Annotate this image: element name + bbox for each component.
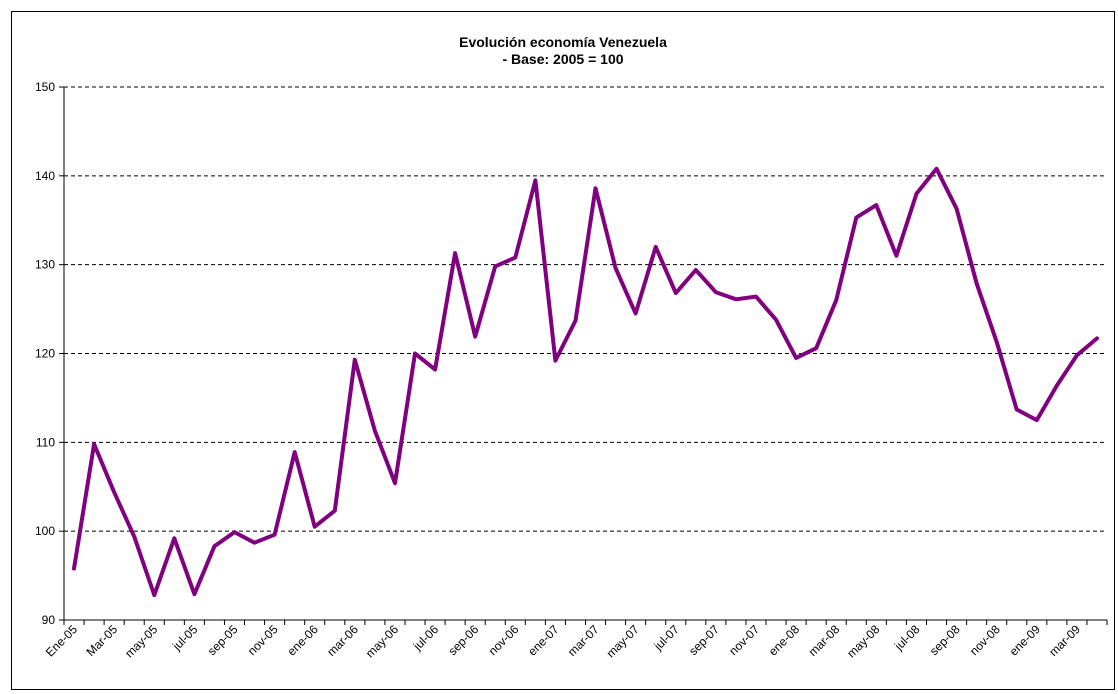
data-point	[694, 268, 698, 272]
x-tick-label: nov-06	[486, 622, 522, 658]
x-tick-label: ene-08	[766, 622, 803, 659]
data-point	[874, 203, 878, 207]
chart-title: Evolución economía Venezuela - Base: 200…	[459, 34, 667, 67]
data-point	[152, 593, 156, 597]
gridlines	[64, 86, 1107, 532]
data-point	[654, 245, 658, 249]
data-point	[674, 291, 678, 295]
x-tick-label: ene-06	[285, 622, 322, 659]
series-layer	[72, 166, 1099, 598]
data-point	[493, 264, 497, 268]
data-point	[92, 442, 96, 446]
x-tick-label: nov-07	[726, 622, 762, 658]
y-tick-label: 140	[35, 169, 55, 183]
x-tick-label: Ene-05	[43, 622, 80, 659]
data-point	[794, 356, 798, 360]
data-point	[614, 266, 618, 270]
x-tick-label: may-07	[604, 622, 642, 660]
data-point	[634, 312, 638, 315]
data-point	[192, 592, 196, 596]
y-tick-label: 130	[35, 258, 55, 272]
data-point	[915, 192, 918, 196]
data-point	[975, 281, 979, 285]
x-tick-label: sep-05	[205, 622, 241, 658]
data-point	[473, 335, 477, 339]
data-point	[172, 536, 176, 540]
axes	[59, 86, 1108, 625]
x-tick-label: jul-05	[169, 622, 201, 654]
y-tick-label: 110	[36, 435, 55, 449]
x-tick-label: may-05	[122, 622, 160, 660]
chart-frame	[11, 11, 1115, 690]
data-point	[253, 541, 256, 545]
x-tick-label: jul-07	[651, 622, 683, 654]
data-point	[112, 490, 116, 494]
data-point	[353, 358, 357, 362]
data-point	[132, 535, 136, 538]
x-tick-label: ene-07	[525, 622, 562, 659]
y-tick-label: 100	[35, 524, 55, 538]
data-point	[72, 567, 76, 570]
data-point	[1015, 408, 1019, 411]
data-point	[293, 450, 297, 454]
data-point	[1035, 418, 1039, 422]
x-tick-label: sep-06	[445, 622, 481, 658]
data-point	[553, 359, 557, 363]
x-tick-label: jul-06	[410, 622, 442, 654]
data-point	[1055, 384, 1059, 387]
x-tick-label: jul-08	[891, 622, 923, 654]
data-point	[333, 509, 337, 513]
x-tick-labels: Ene-05 Mar-05 may-05 jul-05 sep-05 nov-05 ene-…	[43, 622, 1083, 660]
x-tick-label: may-06	[363, 622, 401, 660]
data-point	[754, 295, 758, 299]
data-point	[233, 530, 236, 534]
data-point	[834, 298, 838, 302]
data-point	[433, 368, 437, 371]
y-tick-label: 90	[42, 613, 56, 627]
data-point	[714, 290, 718, 294]
data-point	[1075, 353, 1079, 357]
data-point	[453, 251, 457, 255]
data-point	[955, 207, 959, 211]
x-tick-label: ene-09	[1007, 622, 1044, 659]
x-tick-label: mar-06	[324, 622, 361, 659]
data-point	[854, 216, 858, 220]
x-tick-label: nov-08	[967, 622, 1003, 658]
data-point	[533, 178, 537, 182]
data-point	[313, 525, 317, 529]
x-tick-label: mar-08	[806, 622, 843, 659]
data-point	[894, 254, 898, 258]
data-point	[273, 533, 277, 537]
data-point	[513, 256, 517, 260]
x-tick-label: mar-09	[1046, 622, 1083, 659]
y-tick-label: 120	[35, 347, 55, 361]
series-line	[72, 166, 1099, 598]
data-point	[734, 297, 738, 301]
data-point	[1095, 336, 1099, 340]
data-point	[774, 318, 778, 322]
data-point	[393, 481, 397, 485]
data-point	[413, 352, 417, 355]
y-tick-label: 150	[35, 80, 55, 94]
x-tick-label: mar-07	[565, 622, 602, 659]
x-tick-label: may-08	[844, 622, 882, 660]
data-point	[814, 346, 818, 350]
y-tick-labels: 90 100 110 120 130 140 150	[35, 80, 55, 627]
x-tick-label: Mar-05	[83, 622, 120, 659]
x-tick-label: sep-07	[686, 622, 722, 658]
data-point	[995, 340, 999, 344]
data-point	[212, 544, 216, 548]
data-point	[935, 167, 938, 171]
x-tick-label: nov-05	[245, 622, 281, 658]
data-point	[594, 186, 597, 190]
data-point	[373, 429, 377, 433]
x-tick-label: sep-08	[927, 622, 963, 658]
data-point	[574, 319, 577, 323]
